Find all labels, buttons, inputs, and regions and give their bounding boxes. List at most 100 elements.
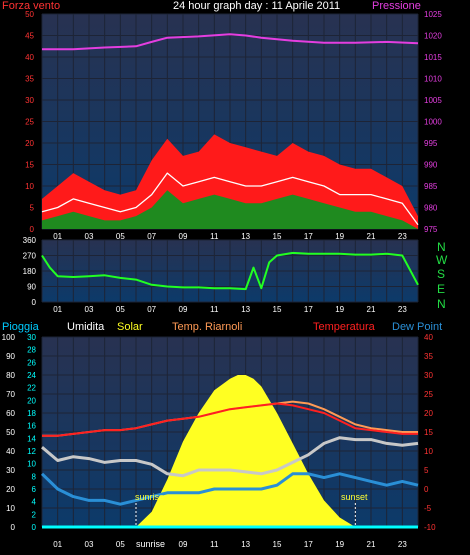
climate-x-tick-label: 05 [116,540,125,549]
wind-y-tick-label: 15 [25,161,34,170]
wind-average-line [41,172,419,226]
wind-y-tick-label: 5 [30,204,35,213]
rain-y-tick-label: 4 [32,498,37,507]
rain-y-tick-label: 12 [27,447,36,456]
rain-y-tick-label: 20 [27,396,36,405]
direction-x-tick-label: 21 [367,305,376,314]
wind-x-tick-label: 17 [304,232,313,241]
wind-x-tick-label: 21 [367,232,376,241]
humidity-y-tick-label: 70 [6,390,15,399]
direction-y-tick-label: 90 [27,283,36,292]
temperature-y-tick-label: 10 [424,447,433,456]
rain-y-tick-label: 2 [32,510,37,519]
climate-legend: Pioggia Umidita Solar Temp. Riarnoli Tem… [2,321,442,333]
direction-x-tick-label: 09 [179,305,188,314]
direction-labels: N W S E N [436,240,448,311]
humidity-line [41,436,419,478]
temperature-y-tick-label: 30 [424,371,433,380]
direction-label-w: W [436,253,448,267]
graph-title: 24 hour graph day : 11 Aprile 2011 [173,0,340,12]
climate-x-tick-label: 01 [53,540,62,549]
direction-label-s: S [437,267,445,281]
pressure-y-tick-label: 1000 [424,118,442,127]
wind-strength-label: Forza vento [2,0,60,12]
rain-y-tick-label: 18 [27,409,36,418]
pressure-line [42,33,419,51]
wind-y-tick-label: 40 [25,53,34,62]
wind-y-tick-label: 20 [25,139,34,148]
wind-x-tick-label: 03 [85,232,94,241]
wind-x-tick-label: 19 [335,232,344,241]
sunrise-axis-label: sunrise [136,539,165,549]
wind-x-tick-label: 11 [210,232,219,241]
wind-x-tick-label: 23 [398,232,407,241]
temperature-y-tick-label: 5 [424,466,429,475]
rain-y-tick-label: 8 [32,472,37,481]
rain-y-tick-label: 14 [27,434,36,443]
legend-temp-riarnoli: Temp. Riarnoli [172,321,242,333]
rain-y-tick-label: 28 [27,346,36,355]
wind-y-tick-label: 30 [25,96,34,105]
temperature-y-tick-label: -5 [424,504,432,513]
direction-label-n-top: N [437,240,446,254]
pressure-y-tick-label: 980 [424,204,438,213]
temperature-y-tick-label: 20 [424,409,433,418]
wind-y-tick-label: 35 [25,75,34,84]
temperature-y-tick-label: 0 [424,485,429,494]
legend-pioggia: Pioggia [2,321,40,333]
wind-x-tick-label: 09 [179,232,188,241]
pressure-y-tick-label: 1025 [424,10,442,19]
humidity-y-tick-label: 10 [6,504,15,513]
legend-umidita: Umidita [67,321,105,333]
climate-x-tick-label: 09 [179,540,188,549]
climate-x-tick-label: 19 [335,540,344,549]
dew-point-line [40,472,419,506]
pressure-y-tick-label: 975 [424,225,438,234]
rain-y-tick-label: 16 [27,422,36,431]
wind-y-tick-label: 50 [25,10,34,19]
direction-y-tick-label: 360 [23,236,37,245]
humidity-y-tick-label: 0 [11,523,16,532]
rain-y-tick-label: 10 [27,460,36,469]
sunset-label: sunset [341,492,368,502]
direction-x-tick-label: 13 [241,305,250,314]
legend-dew-point: Dew Point [392,321,442,333]
temperature-y-tick-label: 35 [424,352,433,361]
pressure-y-tick-label: 1015 [424,53,442,62]
temperature-y-tick-label: -10 [424,523,436,532]
wind-x-tick-label: 05 [116,232,125,241]
climate-x-tick-label: 17 [304,540,313,549]
direction-x-tick-label: 17 [304,305,313,314]
direction-x-tick-label: 05 [116,305,125,314]
rain-y-tick-label: 30 [27,333,36,342]
humidity-y-tick-label: 60 [6,409,15,418]
wind-y-tick-label: 0 [30,225,35,234]
humidity-y-tick-label: 80 [6,371,15,380]
humidity-y-tick-label: 90 [6,352,15,361]
pressure-y-tick-label: 990 [424,161,438,170]
rain-y-tick-label: 0 [32,523,37,532]
direction-x-tick-label: 15 [273,305,282,314]
pressure-y-tick-label: 985 [424,182,438,191]
temperature-line [42,402,418,437]
direction-x-tick-label: 07 [147,305,156,314]
pressure-y-tick-label: 995 [424,139,438,148]
rain-y-tick-label: 26 [27,358,36,367]
pressure-y-tick-label: 1010 [424,75,442,84]
wind-x-tick-label: 07 [147,232,156,241]
direction-x-tick-label: 03 [85,305,94,314]
wind-direction-line [41,251,419,291]
pressure-label: Pressione [372,0,421,12]
direction-y-tick-label: 180 [23,267,37,276]
rain-y-tick-label: 24 [27,371,36,380]
wind-x-tick-label: 15 [273,232,282,241]
solar-area [136,375,356,527]
legend-solar: Solar [117,321,143,333]
pressure-y-tick-label: 1020 [424,32,442,41]
direction-x-tick-label: 11 [210,305,219,314]
direction-label-n-bottom: N [437,297,446,311]
humidity-y-tick-label: 40 [6,447,15,456]
rain-y-tick-label: 22 [27,384,36,393]
